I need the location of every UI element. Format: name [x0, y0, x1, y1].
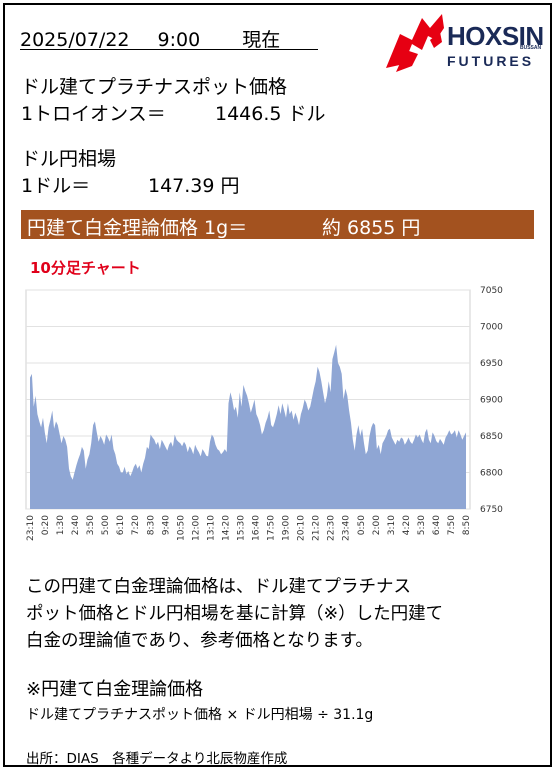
date-underline: [20, 49, 318, 50]
x-tick-label: 4:20: [402, 515, 412, 535]
chart-title: 10分足チャート: [30, 259, 141, 277]
x-tick-label: 3:10: [387, 515, 397, 535]
x-tick-label: 15:30: [236, 515, 246, 541]
x-tick-label: 8:30: [146, 515, 156, 535]
x-tick-label: 16:40: [252, 515, 262, 541]
report-frame: [3, 3, 552, 767]
x-tick-label: 22:30: [327, 515, 337, 541]
platinum-label: ドル建てプラチナスポット価格: [21, 76, 288, 98]
fx-unit-label: 1ドル＝: [21, 175, 91, 197]
description-line-2: ポット価格とドル円相場を基に計算（※）した円建て: [26, 604, 444, 624]
x-tick-label: 23:40: [342, 515, 352, 541]
source-note: 出所：DIAS 各種データより北辰物産作成: [26, 751, 288, 767]
y-tick-label: 6750: [480, 505, 503, 515]
y-tick-label: 6800: [480, 469, 503, 479]
banner-value: 約 6855 円: [322, 217, 421, 239]
x-tick-label: 14:20: [221, 515, 231, 541]
formula-text: ドル建てプラチナスポット価格 × ドル円相場 ÷ 31.1g: [26, 707, 374, 723]
report-date: 2025/07/22: [20, 29, 130, 51]
platinum-value: 1446.5 ドル: [215, 103, 326, 125]
report-time: 9:00: [157, 29, 201, 51]
x-tick-label: 23:10: [26, 515, 36, 541]
description-line-1: この円建て白金理論価格は、ドル建てプラチナス: [26, 577, 411, 597]
x-tick-label: 5:30: [417, 515, 427, 535]
logo-swoosh: [386, 14, 444, 68]
fx-value: 147.39 円: [148, 175, 240, 197]
x-tick-label: 21:20: [312, 515, 322, 541]
x-tick-label: 5:00: [101, 515, 111, 535]
price-chart: 6750 6800 6850 6900 6950 7000 7050 23:10 0:20 1:…: [25, 286, 503, 541]
hoxsin-logo-icon: [386, 14, 444, 72]
x-tick-label: 7:20: [131, 515, 141, 535]
description-line-3: 白金の理論値であり、参考価格となります。: [26, 631, 373, 651]
fx-label: ドル円相場: [21, 148, 117, 170]
x-tick-label: 2:00: [372, 515, 382, 535]
x-tick-label: 13:10: [206, 515, 216, 541]
x-tick-label: 7:50: [447, 515, 457, 535]
x-tick-label: 19:00: [282, 515, 292, 541]
x-tick-label: 0:20: [41, 515, 51, 535]
price-area-series: [30, 344, 466, 509]
logo-small-text: BUSSAN: [520, 45, 542, 51]
y-tick-label: 7000: [480, 323, 503, 333]
logo-sub-text: FUTURES: [447, 53, 535, 69]
x-tick-label: 9:40: [161, 515, 171, 535]
x-tick-label: 1:30: [56, 515, 66, 535]
x-tick-label: 3:50: [86, 515, 96, 535]
x-tick-label: 6:40: [432, 515, 442, 535]
x-tick-label: 8:50: [462, 515, 472, 535]
x-tick-label: 17:50: [267, 515, 277, 541]
y-tick-label: 6900: [480, 396, 503, 406]
banner-label: 円建て白金理論価格 1g＝: [27, 217, 248, 239]
x-tick-label: 10:50: [176, 515, 186, 541]
date-time-line: 2025/07/22 9:00 現在: [20, 25, 280, 52]
x-tick-label: 2:40: [71, 515, 81, 535]
logo-main-text: HOXSIN: [447, 21, 544, 51]
platinum-unit-label: 1トロイオンス＝: [21, 103, 166, 125]
x-tick-label: 0:50: [357, 515, 367, 535]
y-tick-label: 7050: [480, 286, 503, 296]
y-tick-label: 6850: [480, 432, 503, 442]
x-tick-label: 20:10: [297, 515, 307, 541]
report-status: 現在: [242, 29, 281, 51]
theoretical-price-banner: [21, 210, 534, 239]
formula-title: ※円建て白金理論価格: [26, 679, 204, 700]
x-tick-label: 6:10: [116, 515, 126, 535]
x-tick-label: 12:00: [191, 515, 201, 541]
y-tick-label: 6950: [480, 359, 503, 369]
